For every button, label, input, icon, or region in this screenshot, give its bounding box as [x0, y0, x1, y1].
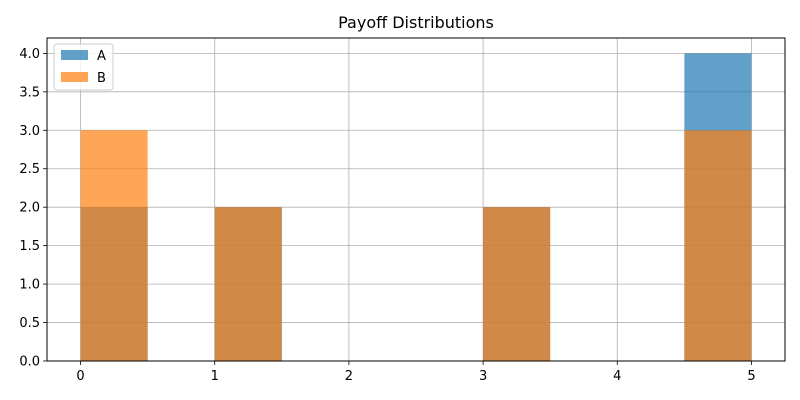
x-tick-label: 1: [211, 369, 219, 384]
y-tick-label: 3.0: [19, 124, 40, 139]
y-tick-label: 2.5: [19, 162, 40, 177]
x-tick-label: 3: [479, 369, 487, 384]
y-tick-label: 2.0: [19, 201, 40, 216]
x-tick-label: 5: [747, 369, 755, 384]
y-tick-label: 0.0: [19, 355, 40, 370]
chart-title: Payoff Distributions: [338, 13, 494, 32]
bars: [80, 53, 752, 361]
y-tick-label: 4.0: [19, 47, 40, 62]
legend-label-b: B: [97, 71, 106, 86]
plot-area-frame: [46, 37, 786, 362]
x-tick-label: 0: [76, 369, 84, 384]
bar-series-b: [483, 207, 551, 361]
grid-lines: [47, 38, 785, 362]
legend-swatch-a: [61, 50, 88, 60]
legend-label-a: A: [97, 49, 106, 64]
legend-swatch-b: [61, 72, 88, 82]
bar-series-b: [80, 130, 148, 361]
axis-ticks: 0 1 2 3 4 5 0.0 0.5 1.0 1.5 2.0 2.5 3.0 3.5 4.0: [19, 47, 755, 384]
x-tick-label: 4: [613, 369, 621, 384]
y-tick-label: 0.5: [19, 316, 40, 331]
legend: A B: [53, 43, 114, 91]
bar-series-b: [684, 130, 752, 361]
bar-series-b: [214, 207, 282, 361]
x-tick-label: 2: [345, 369, 353, 384]
y-tick-label: 1.0: [19, 278, 40, 293]
y-tick-label: 1.5: [19, 239, 40, 254]
y-tick-label: 3.5: [19, 85, 40, 100]
